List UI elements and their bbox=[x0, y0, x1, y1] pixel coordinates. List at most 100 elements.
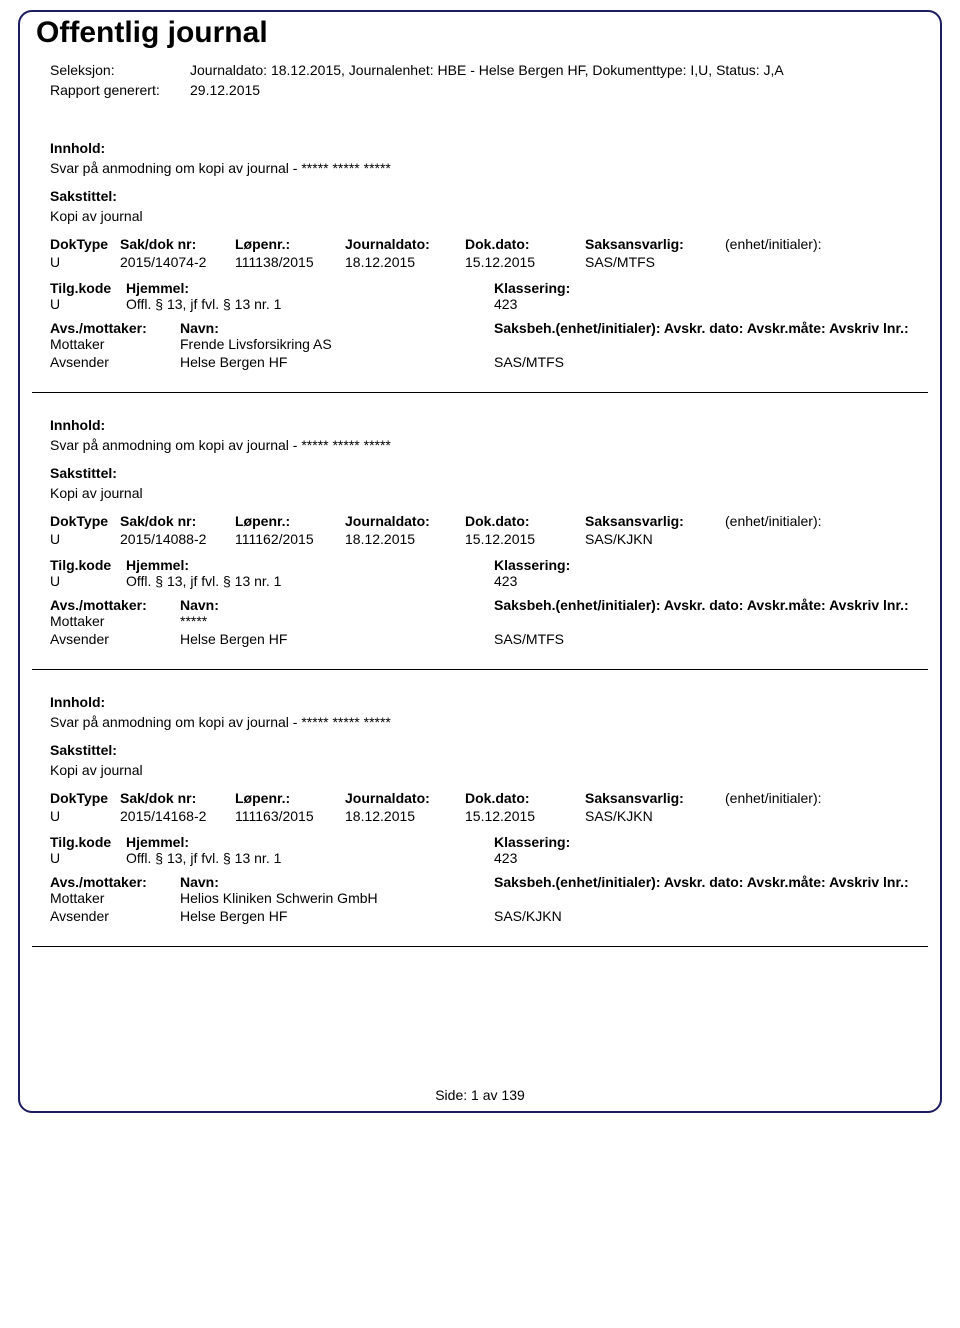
cell-tilgkode: U bbox=[50, 573, 126, 589]
col-header-enhet: (enhet/initialer): bbox=[725, 236, 910, 252]
cell-doktype: U bbox=[50, 254, 120, 270]
cell-dokdato: 15.12.2015 bbox=[465, 531, 585, 547]
cell-avsender-navn: Helse Bergen HF bbox=[180, 908, 494, 924]
innhold-label: Innhold: bbox=[50, 694, 910, 710]
col-header-hjemmel: Hjemmel: bbox=[126, 557, 494, 573]
cell-mottaker-navn: Helios Kliniken Schwerin GmbH bbox=[180, 890, 494, 906]
col-header-tilgkode: Tilg.kode bbox=[50, 280, 126, 296]
cell-avsender-label: Avsender bbox=[50, 354, 180, 370]
col-header-klassering: Klassering: bbox=[494, 557, 910, 573]
innhold-text: Svar på anmodning om kopi av journal - *… bbox=[50, 437, 910, 453]
col-header-doktype: DokType bbox=[50, 790, 120, 806]
journal-entry: Innhold: Svar på anmodning om kopi av jo… bbox=[20, 694, 940, 924]
col-header-saksbeh: Saksbeh.(enhet/initialer): Avskr. dato: … bbox=[494, 597, 910, 613]
sakstittel-label: Sakstittel: bbox=[50, 465, 910, 481]
col-header-saksbeh: Saksbeh.(enhet/initialer): Avskr. dato: … bbox=[494, 320, 910, 336]
cell-doktype: U bbox=[50, 531, 120, 547]
cell-avsender-saksbeh: SAS/MTFS bbox=[494, 354, 910, 370]
cell-mottaker-label: Mottaker bbox=[50, 336, 180, 352]
cell-mottaker-navn: ***** bbox=[180, 613, 494, 629]
entry-divider bbox=[32, 669, 928, 670]
col-header-tilgkode: Tilg.kode bbox=[50, 557, 126, 573]
cell-tilgkode: U bbox=[50, 850, 126, 866]
cell-doktype: U bbox=[50, 808, 120, 824]
sakstittel-text: Kopi av journal bbox=[50, 485, 910, 501]
cell-klassering: 423 bbox=[494, 850, 910, 866]
cell-mottaker-label: Mottaker bbox=[50, 613, 180, 629]
cell-hjemmel: Offl. § 13, jf fvl. § 13 nr. 1 bbox=[126, 573, 494, 589]
innhold-label: Innhold: bbox=[50, 140, 910, 156]
cell-mottaker-saksbeh bbox=[494, 336, 910, 352]
col-header-enhet: (enhet/initialer): bbox=[725, 513, 910, 529]
cell-saksansvarlig: SAS/KJKN bbox=[585, 531, 725, 547]
cell-enhet bbox=[725, 531, 910, 547]
rapport-generert-label: Rapport generert: bbox=[50, 82, 190, 98]
col-header-klassering: Klassering: bbox=[494, 280, 910, 296]
col-header-navn: Navn: bbox=[180, 874, 494, 890]
col-header-klassering: Klassering: bbox=[494, 834, 910, 850]
col-header-navn: Navn: bbox=[180, 597, 494, 613]
cell-sakdok: 2015/14088-2 bbox=[120, 531, 235, 547]
report-header: Seleksjon: Journaldato: 18.12.2015, Jour… bbox=[20, 50, 940, 116]
sakstittel-label: Sakstittel: bbox=[50, 742, 910, 758]
col-header-sakdok: Sak/dok nr: bbox=[120, 790, 235, 806]
col-header-navn: Navn: bbox=[180, 320, 494, 336]
col-header-dokdato: Dok.dato: bbox=[465, 790, 585, 806]
footer-page-total: 139 bbox=[501, 1087, 524, 1103]
col-header-doktype: DokType bbox=[50, 513, 120, 529]
cell-hjemmel: Offl. § 13, jf fvl. § 13 nr. 1 bbox=[126, 296, 494, 312]
cell-enhet bbox=[725, 808, 910, 824]
cell-lopenr: 111163/2015 bbox=[235, 808, 345, 824]
col-header-avsmottaker: Avs./mottaker: bbox=[50, 320, 180, 336]
col-header-lopenr: Løpenr.: bbox=[235, 236, 345, 252]
col-header-avsmottaker: Avs./mottaker: bbox=[50, 874, 180, 890]
col-header-saksansvarlig: Saksansvarlig: bbox=[585, 236, 725, 252]
cell-lopenr: 111138/2015 bbox=[235, 254, 345, 270]
col-header-tilgkode: Tilg.kode bbox=[50, 834, 126, 850]
col-header-saksbeh: Saksbeh.(enhet/initialer): Avskr. dato: … bbox=[494, 874, 910, 890]
col-header-enhet: (enhet/initialer): bbox=[725, 790, 910, 806]
innhold-label: Innhold: bbox=[50, 417, 910, 433]
cell-mottaker-label: Mottaker bbox=[50, 890, 180, 906]
entry-divider bbox=[32, 392, 928, 393]
cell-avsender-navn: Helse Bergen HF bbox=[180, 631, 494, 647]
cell-enhet bbox=[725, 254, 910, 270]
cell-saksansvarlig: SAS/KJKN bbox=[585, 808, 725, 824]
footer-page-current: 1 bbox=[471, 1087, 479, 1103]
col-header-lopenr: Løpenr.: bbox=[235, 513, 345, 529]
cell-klassering: 423 bbox=[494, 573, 910, 589]
seleksjon-label: Seleksjon: bbox=[50, 62, 190, 78]
cell-avsender-label: Avsender bbox=[50, 908, 180, 924]
sakstittel-text: Kopi av journal bbox=[50, 208, 910, 224]
footer-side-label: Side: bbox=[435, 1087, 467, 1103]
col-header-sakdok: Sak/dok nr: bbox=[120, 236, 235, 252]
cell-mottaker-saksbeh bbox=[494, 890, 910, 906]
cell-sakdok: 2015/14168-2 bbox=[120, 808, 235, 824]
col-header-sakdok: Sak/dok nr: bbox=[120, 513, 235, 529]
col-header-dokdato: Dok.dato: bbox=[465, 236, 585, 252]
entry-divider bbox=[32, 946, 928, 947]
cell-hjemmel: Offl. § 13, jf fvl. § 13 nr. 1 bbox=[126, 850, 494, 866]
col-header-journaldato: Journaldato: bbox=[345, 236, 465, 252]
col-header-journaldato: Journaldato: bbox=[345, 513, 465, 529]
journal-entry: Innhold: Svar på anmodning om kopi av jo… bbox=[20, 417, 940, 647]
col-header-saksansvarlig: Saksansvarlig: bbox=[585, 790, 725, 806]
cell-journaldato: 18.12.2015 bbox=[345, 808, 465, 824]
sakstittel-label: Sakstittel: bbox=[50, 188, 910, 204]
rapport-generert-value: 29.12.2015 bbox=[190, 82, 920, 98]
cell-dokdato: 15.12.2015 bbox=[465, 254, 585, 270]
cell-mottaker-saksbeh bbox=[494, 613, 910, 629]
col-header-dokdato: Dok.dato: bbox=[465, 513, 585, 529]
cell-avsender-label: Avsender bbox=[50, 631, 180, 647]
cell-tilgkode: U bbox=[50, 296, 126, 312]
page-footer: Side: 1 av 139 bbox=[20, 1087, 940, 1111]
col-header-saksansvarlig: Saksansvarlig: bbox=[585, 513, 725, 529]
col-header-journaldato: Journaldato: bbox=[345, 790, 465, 806]
cell-avsender-saksbeh: SAS/MTFS bbox=[494, 631, 910, 647]
cell-mottaker-navn: Frende Livsforsikring AS bbox=[180, 336, 494, 352]
col-header-hjemmel: Hjemmel: bbox=[126, 280, 494, 296]
page-title: Offentlig journal bbox=[20, 12, 940, 50]
innhold-text: Svar på anmodning om kopi av journal - *… bbox=[50, 160, 910, 176]
cell-avsender-saksbeh: SAS/KJKN bbox=[494, 908, 910, 924]
cell-avsender-navn: Helse Bergen HF bbox=[180, 354, 494, 370]
